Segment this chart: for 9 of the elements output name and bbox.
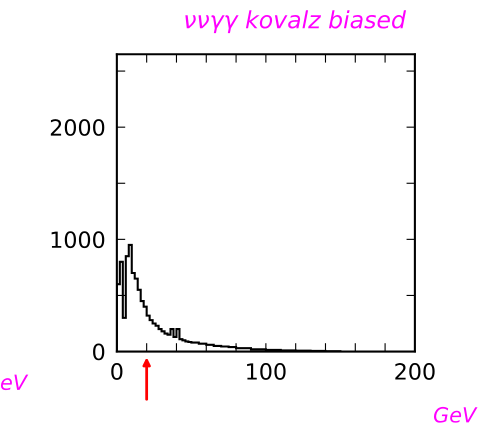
x-tick-label: 100: [247, 363, 286, 380]
y-tick-label: 0: [93, 343, 104, 360]
x-tick-label: 200: [395, 363, 435, 380]
y-tick-label: 2000: [50, 119, 104, 136]
y-tick-label: 1000: [52, 231, 104, 248]
text: eV: [0, 374, 28, 390]
text: GeV: [434, 406, 478, 423]
chart-title: ννγγ kovalz biased: [185, 10, 406, 34]
x-tick-label: 0: [111, 363, 122, 380]
